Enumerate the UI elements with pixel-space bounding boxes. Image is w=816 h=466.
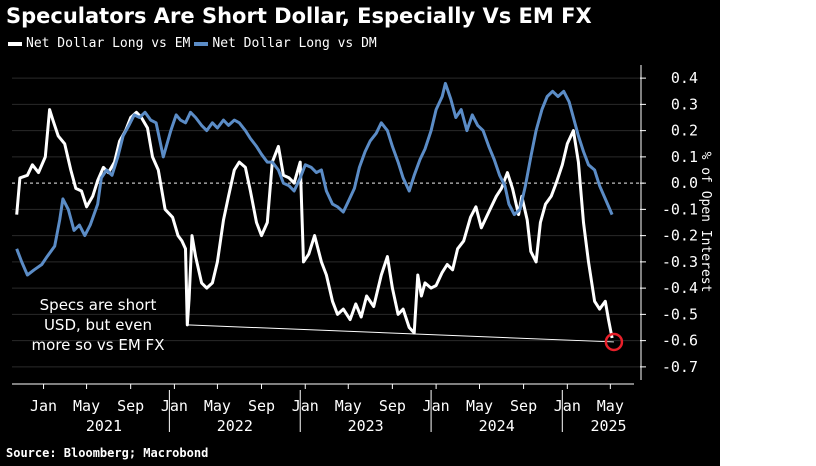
x-tick-label-4: May	[204, 397, 231, 415]
legend-item-em: Net Dollar Long vs EM	[8, 36, 190, 51]
x-tick-label-13: May	[597, 397, 624, 415]
legend-item-dm: Net Dollar Long vs DM	[194, 36, 377, 51]
legend-label-em: Net Dollar Long vs EM	[26, 36, 191, 51]
y-tick-label-7: -0.3	[662, 253, 698, 271]
source-note: Source: Bloomberg; Macrobond	[6, 446, 209, 460]
y-tick-label-3: 0.1	[671, 148, 698, 166]
annotation-leader-line	[187, 324, 614, 343]
x-tick-label-11: Sep	[510, 397, 537, 415]
x-tick-label-0: Jan	[30, 397, 57, 415]
x-year-label-3: 2024	[479, 417, 515, 435]
y-tick-label-5: -0.1	[662, 200, 698, 218]
chart-legend: Net Dollar Long vs EM Net Dollar Long vs…	[8, 36, 381, 51]
x-tick-label-8: Sep	[379, 397, 406, 415]
x-tick-label-10: May	[466, 397, 493, 415]
y-tick-label-4: 0.0	[671, 174, 698, 192]
y-tick-label-9: -0.5	[662, 305, 698, 323]
series-group	[15, 81, 614, 339]
x-tick-label-12: Jan	[554, 397, 581, 415]
y-tick-label-8: -0.4	[662, 279, 698, 297]
annotation-text-line-3: more so vs EM FX	[32, 336, 165, 354]
x-tick-label-1: May	[73, 397, 100, 415]
x-year-label-2: 2023	[348, 417, 384, 435]
annotation-marker-circle	[604, 332, 624, 352]
legend-swatch-em	[8, 41, 22, 46]
x-tick-label-3: Jan	[161, 397, 188, 415]
series-line-dm	[15, 81, 614, 277]
x-tick-label-7: May	[335, 397, 362, 415]
annotation-text-line-1: Specs are short	[40, 296, 157, 314]
y-tick-label-2: 0.2	[671, 122, 698, 140]
annotation-text-line-2: USD, but even	[44, 316, 152, 334]
x-tick-label-2: Sep	[117, 397, 144, 415]
annotation-group: Specs are short USD, but even more so vs…	[32, 296, 624, 354]
y-tick-label-1: 0.3	[671, 95, 698, 113]
y-axis-label: % of Open Interest	[698, 152, 713, 293]
x-tick-label-9: Jan	[423, 397, 450, 415]
chart-frame: Speculators Are Short Dollar, Especially…	[0, 0, 720, 466]
x-year-label-1: 2022	[217, 417, 253, 435]
chart-title: Speculators Are Short Dollar, Especially…	[6, 4, 592, 28]
legend-swatch-dm	[194, 41, 209, 46]
legend-label-dm: Net Dollar Long vs DM	[212, 36, 377, 51]
y-tick-label-10: -0.6	[662, 332, 698, 350]
axes: 0.4 0.3 0.2 0.1 0.0 -0.1 -0.2 -0.3 -0.4 -0.5 -0.6 -…	[12, 65, 698, 435]
y-tick-label-0: 0.4	[671, 69, 698, 87]
x-year-label-4: 2025	[590, 417, 626, 435]
chart-plot: 0.4 0.3 0.2 0.1 0.0 -0.1 -0.2 -0.3 -0.4 -0.5 -0.6 -…	[12, 65, 713, 435]
x-year-label-0: 2021	[86, 417, 122, 435]
x-tick-label-6: Jan	[292, 397, 319, 415]
x-tick-label-5: Sep	[248, 397, 275, 415]
y-tick-label-6: -0.2	[662, 227, 698, 245]
y-tick-label-11: -0.7	[662, 358, 698, 376]
